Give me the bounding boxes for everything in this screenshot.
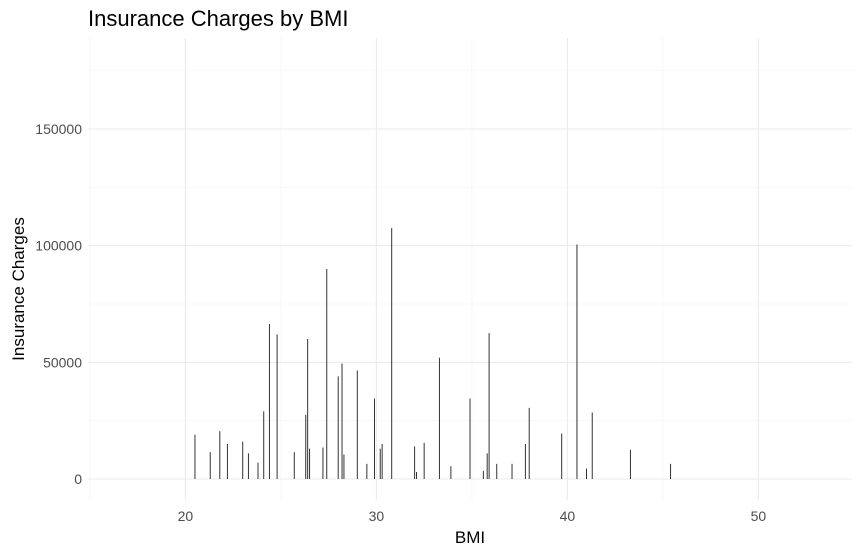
y-tick-label: 0 [74,471,82,487]
major-gridlines [88,38,852,500]
x-tick-label: 20 [178,508,194,524]
x-tick-label: 50 [751,508,767,524]
x-axis-title: BMI [455,528,485,547]
x-tick-labels: 20 30 40 50 [178,508,767,524]
y-tick-label: 50000 [43,354,82,370]
bars [194,228,672,479]
x-tick-label: 30 [369,508,385,524]
y-tick-label: 150000 [35,121,82,137]
chart-title: Insurance Charges by BMI [88,6,349,31]
y-tick-labels: 0 50000 100000 150000 [35,121,82,487]
x-tick-label: 40 [560,508,576,524]
y-axis-title: Insurance Charges [9,217,28,361]
y-tick-label: 100000 [35,238,82,254]
minor-gridlines [88,38,852,500]
